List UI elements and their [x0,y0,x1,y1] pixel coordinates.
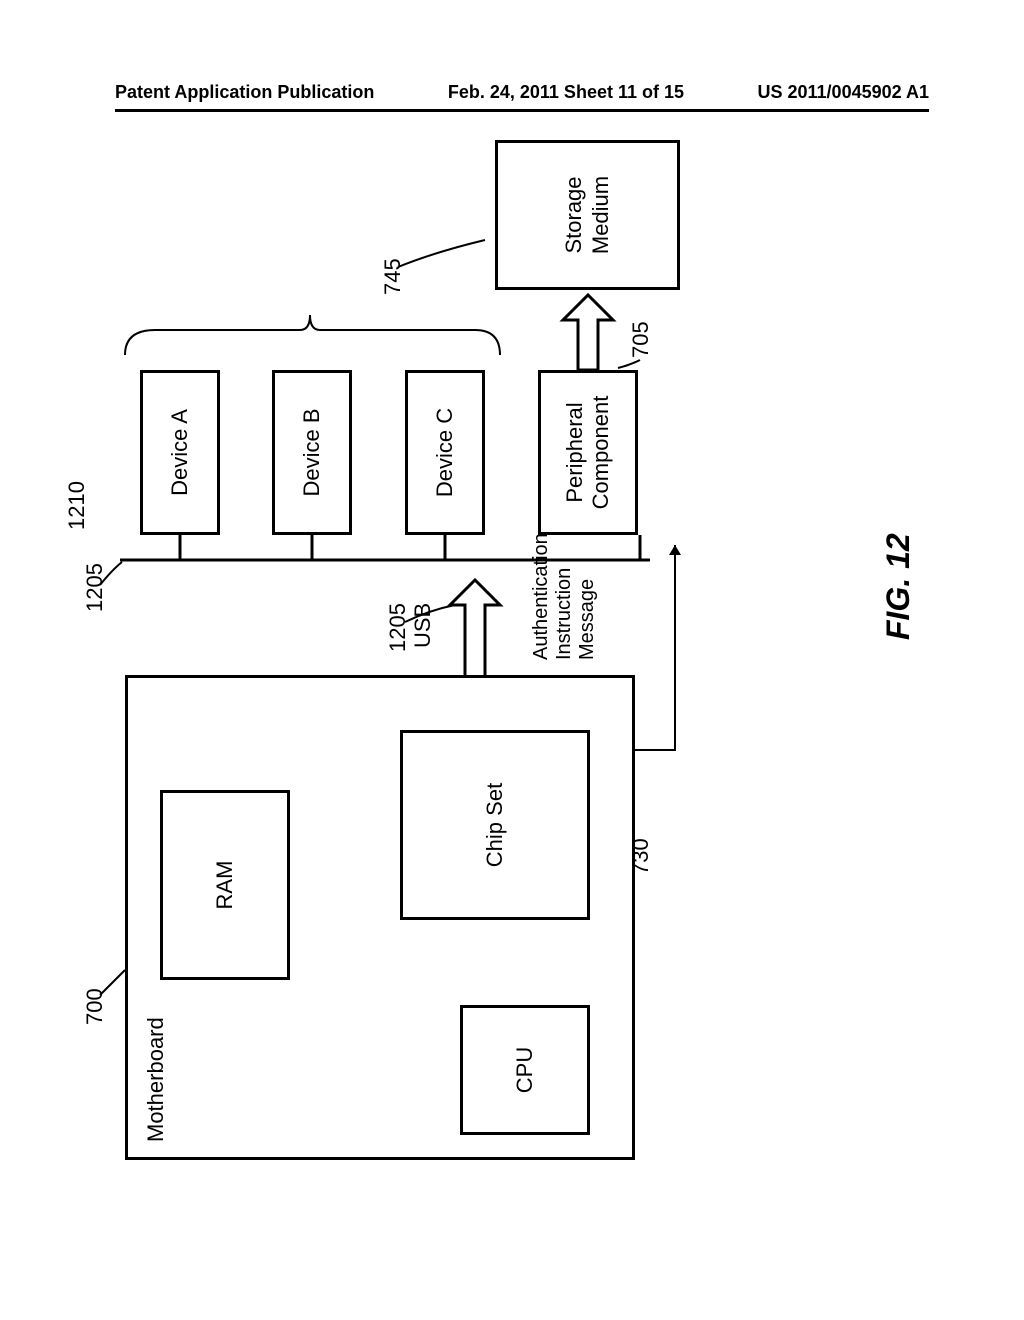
page-header: Patent Application Publication Feb. 24, … [115,82,929,103]
leader-1205b [405,605,455,622]
cpu-label: CPU [512,1047,538,1093]
leader-745 [398,240,485,267]
leader-705 [618,360,640,368]
leader-1205a [100,562,122,585]
leader-1210 [82,330,190,490]
header-center: Feb. 24, 2011 Sheet 11 of 15 [448,82,684,103]
motherboard-label: Motherboard [143,1017,169,1142]
chipset-box: Chip Set [400,730,590,920]
header-right: US 2011/0045902 A1 [758,82,929,103]
ram-box: RAM [160,790,290,980]
figure-label: FIG. 12 [880,533,917,640]
leader-700 [100,970,125,995]
figure-diagram: Motherboard RAM CPU Chip Set Device A De… [10,300,1010,1100]
bracket-1210 [125,315,500,355]
chipset-label: Chip Set [482,783,508,867]
cpu-box: CPU [460,1005,590,1135]
ram-label: RAM [212,861,238,910]
header-rule [115,109,929,112]
header-left: Patent Application Publication [115,82,374,103]
peripheral-to-storage-arrow [563,295,613,370]
